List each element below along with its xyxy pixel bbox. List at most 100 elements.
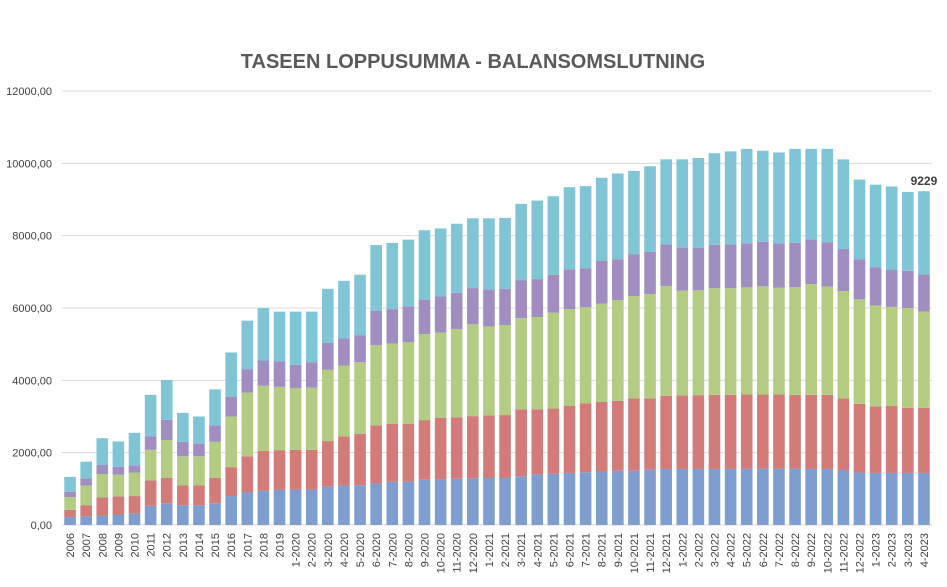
bar-segment-3	[450, 328, 463, 418]
x-tick-label: 7-2022	[774, 533, 786, 567]
bar-segment-4	[467, 288, 479, 325]
bar-segment-2	[241, 456, 254, 493]
y-axis-ticks: 0,00 2000,00 4000,00 6000,00 8000,00 10000,00…	[6, 86, 52, 532]
bar-segment-4	[515, 280, 527, 319]
bar-segment-2	[885, 406, 898, 473]
bar-segment-5	[354, 274, 366, 336]
bar-segment-4	[483, 289, 495, 327]
bar-segment-4	[354, 335, 366, 363]
x-tick-label: 11-2020	[452, 533, 464, 573]
bar-segment-5	[724, 151, 737, 245]
bar-segment-4	[370, 310, 382, 346]
bar-segment-5	[660, 159, 672, 245]
bar-segment-3	[837, 291, 850, 399]
x-tick-label: 2-2022	[693, 533, 705, 567]
bar-segment-4	[692, 247, 705, 291]
bar-segment-5	[322, 288, 334, 343]
bar-segment-5	[193, 416, 205, 444]
bar-segment-3	[305, 387, 318, 450]
bar-segment-2	[289, 449, 302, 490]
bar-segment-4	[869, 267, 882, 306]
bar-segment-3	[579, 307, 592, 404]
y-tick-label: 12000,00	[6, 86, 52, 98]
bar-segment-3	[773, 287, 785, 395]
bar-segment-3	[724, 288, 737, 395]
bar-segment-5	[499, 217, 511, 289]
bar-segment-3	[612, 300, 624, 401]
bar-segment-4	[193, 443, 205, 457]
bar-segment-3	[595, 303, 608, 403]
bar-segment-3	[563, 309, 576, 407]
bar-segment-3	[789, 287, 801, 395]
bar-segment-4	[209, 425, 221, 442]
x-tick-label: 1-2021	[484, 533, 496, 567]
bar-segment-5	[676, 159, 689, 248]
bar-segment-1	[402, 481, 415, 525]
bar-segment-3	[692, 290, 705, 396]
bar-segment-4	[531, 279, 544, 318]
bar-segment-1	[853, 472, 866, 525]
x-tick-label: 2016	[226, 533, 238, 557]
bar-segment-3	[644, 294, 656, 399]
bar-segment-2	[821, 394, 834, 469]
bar-segment-5	[595, 177, 608, 261]
bar-segment-1	[128, 513, 141, 525]
bar-segment-4	[80, 478, 92, 486]
bar-segment-2	[354, 433, 366, 486]
bar-segment-4	[322, 342, 334, 370]
x-tick-label: 2012	[162, 533, 174, 557]
x-tick-label: 3-2023	[903, 533, 915, 567]
x-tick-label: 4-2023	[919, 533, 931, 567]
bar-segment-4	[386, 309, 399, 344]
bar-segment-3	[515, 318, 527, 410]
bar-segment-3	[660, 285, 672, 396]
x-tick-label: 12-2022	[855, 533, 867, 573]
bar-segment-1	[273, 489, 286, 525]
bar-segment-3	[144, 449, 157, 481]
x-tick-label: 1-2022	[677, 533, 689, 567]
bar-segment-4	[305, 362, 318, 388]
bar-segment-4	[628, 254, 640, 297]
bar-segment-4	[402, 306, 415, 343]
bar-segment-4	[740, 243, 753, 288]
bar-segment-3	[740, 287, 753, 395]
bar-segment-3	[547, 312, 560, 409]
x-tick-label: 5-2022	[742, 533, 754, 567]
y-tick-label: 0,00	[31, 520, 52, 532]
bar-segment-5	[563, 187, 576, 270]
bar-segment-3	[676, 290, 689, 396]
bar-segment-1	[257, 490, 270, 525]
bar-segment-4	[853, 259, 866, 300]
x-tick-label: 7-2021	[581, 533, 593, 567]
bar-segment-2	[805, 394, 817, 469]
x-tick-label: 2017	[242, 533, 254, 557]
bar-segment-4	[595, 260, 608, 304]
bar-segment-1	[724, 468, 737, 525]
bar-segment-1	[902, 472, 914, 525]
bar-segment-1	[676, 468, 689, 525]
x-tick-label: 2007	[81, 533, 93, 557]
x-tick-label: 4-2020	[339, 533, 351, 567]
x-tick-label: 2-2020	[307, 533, 319, 567]
bar-segment-1	[450, 478, 463, 525]
bar-segment-2	[96, 497, 109, 516]
bar-segment-2	[225, 467, 237, 497]
bar-segment-2	[692, 395, 705, 469]
bar-segment-3	[869, 305, 882, 407]
bar-segment-3	[499, 324, 511, 416]
bar-segment-3	[96, 474, 109, 498]
bar-segment-2	[708, 394, 721, 469]
bar-segment-4	[821, 242, 834, 287]
x-tick-label: 4-2022	[726, 533, 738, 567]
bar-segment-1	[612, 470, 624, 525]
bar-segment-1	[515, 476, 527, 525]
bar-segment-2	[112, 496, 125, 515]
bar-segment-3	[177, 456, 189, 486]
bar-segment-5	[918, 191, 930, 275]
bar-segment-4	[128, 465, 141, 473]
bar-segment-1	[354, 485, 366, 525]
bar-segment-5	[740, 148, 753, 244]
bar-segment-3	[483, 326, 495, 416]
bar-segment-4	[918, 274, 930, 312]
